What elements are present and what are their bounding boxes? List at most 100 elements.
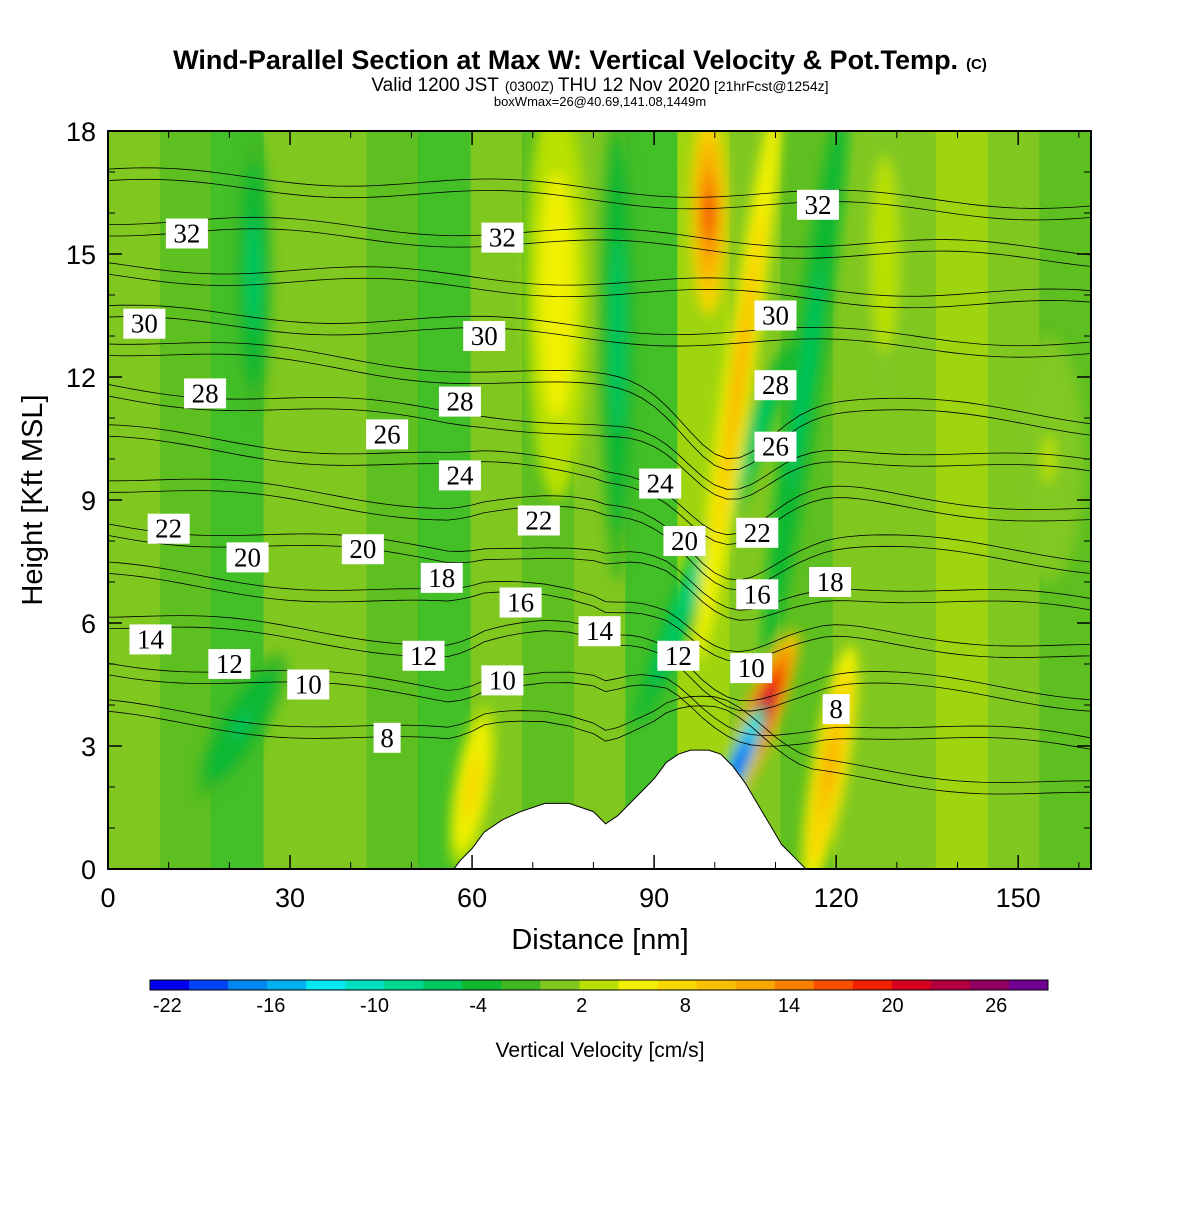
colorbar-tick-label: -10 [360,995,389,1017]
y-axis-label: Height [Kft MSL] [17,394,49,605]
theta-label-text: 10 [489,665,516,695]
theta-label: 20 [663,526,706,556]
colorbar-swatch [189,980,229,990]
plot-area: 32 32 32 30 30 30 28 28 28 26 26 24 24 22 22 22 20 20 20 18… [108,131,1091,869]
theta-label-bg [499,587,542,618]
chart-subtitle: Valid 1200 JST (0300Z) THU 12 Nov 2020 [21h… [371,75,828,96]
theta-label: 28 [754,370,797,401]
colorbar-swatch [852,980,893,990]
theta-label: 10 [730,653,773,684]
theta-label-bg [796,189,839,220]
colorbar-tick-label: -4 [469,995,487,1017]
terrain [453,749,813,869]
colorbar-swatch [384,980,424,990]
w-feature-ring [733,750,745,774]
theta-contour-line [108,316,1091,358]
theta-label-bg [481,222,524,253]
theta-label-text: 14 [137,624,165,654]
theta-label-text: 16 [744,579,771,609]
y-tick-label: 12 [66,363,96,393]
w-feature-ring [467,770,477,804]
theta-label-bg [123,308,166,339]
colorbar-ticks: -22 -16 -10 -4 2 8 14 20 26 [153,995,1008,1017]
w-feature [1012,336,1085,582]
w-feature [235,131,272,418]
chart-subtitle-2: boxWmax=26@40.69,141.08,1449m [494,94,706,109]
theta-contour-line [108,695,1091,783]
theta-label-text: 12 [410,641,437,671]
colorbar-swatch [774,980,815,990]
colorbar-tick-label: -22 [153,995,182,1017]
theta-contour-line [108,353,1091,471]
colorbar-swatch [150,980,190,990]
theta-label-bg [578,616,621,647]
theta-contour-line [108,490,1091,591]
theta-label: 16 [499,587,542,618]
y-tick-label: 18 [66,117,96,147]
theta-contour-line [108,534,1091,621]
w-feature [763,131,849,662]
theta-contour-line [108,228,1091,267]
w-feature-ring [249,245,258,304]
colorbar-tick-label: -16 [256,995,285,1017]
colorbar-swatch [735,980,776,990]
w-feature-ring [797,320,815,434]
x-tick-label: 30 [275,883,305,913]
theta-label: 20 [226,542,269,573]
theta-contour-line [108,705,1091,795]
w-feature-ring [705,192,713,234]
colorbar-swatch [540,980,580,990]
theta-label: 32 [796,189,839,220]
theta-label-text: 24 [647,469,675,499]
theta-label-bg [463,321,506,351]
colorbar-tick-label: 2 [576,995,587,1017]
theta-label-bg [730,653,773,684]
theta-label: 16 [736,579,779,610]
theta-label: 20 [341,534,384,565]
colorbar-swatch [969,980,1010,990]
colorbar-tick-label: 14 [778,995,800,1017]
w-feature-ring [824,742,836,791]
chart-title: Wind-Parallel Section at Max W: Vertical… [173,45,987,75]
theta-label: 28 [438,386,481,417]
theta-contour-line [108,342,1091,459]
theta-label: 14 [578,616,621,647]
theta-label-bg [402,640,445,671]
w-feature-ring [614,286,622,386]
theta-contour-line [108,523,1091,611]
theta-label: 30 [754,300,797,331]
theta-label-bg [147,513,190,544]
theta-contour-line [108,304,1091,347]
theta-label-bg [639,468,682,499]
w-band [418,131,472,869]
theta-label: 8 [373,722,401,753]
theta-label-text: 22 [744,518,771,548]
y-tick-label: 0 [81,855,96,885]
theta-label: 12 [657,640,700,671]
y-tick-label: 9 [81,486,96,516]
copyright-mark: (C) [966,56,987,73]
theta-label-bg [517,505,560,536]
theta-contour-line [108,478,1091,581]
theta-label-text: 30 [762,301,789,331]
theta-label: 8 [822,694,850,725]
theta-label: 22 [736,517,779,548]
w-feature-ring [1041,434,1056,484]
theta-contour-line [108,662,1091,739]
theta-label: 24 [438,460,481,491]
theta-label: 18 [420,562,463,593]
theta-label-text: 32 [804,190,831,220]
theta-label-text: 24 [446,460,474,490]
theta-label: 14 [129,624,172,655]
theta-contour-line [108,167,1091,209]
theta-contour-line [108,674,1091,750]
theta-label-bg [754,300,797,331]
theta-label-text: 30 [131,309,158,339]
colorbar-swatch [930,980,971,990]
theta-label-text: 22 [155,514,182,544]
x-axis-ticks: 0 30 60 90 120 150 [100,131,1080,913]
theta-contour-line [108,384,1091,490]
colorbar-swatch [462,980,502,990]
colorbar-swatch [657,980,698,990]
